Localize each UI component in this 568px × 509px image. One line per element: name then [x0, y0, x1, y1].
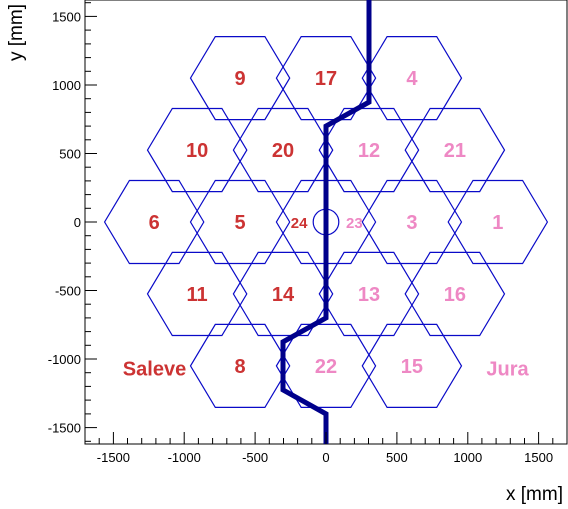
hexagon-label-9: 9	[235, 68, 246, 90]
hexagon-center	[275, 179, 377, 265]
hexagon-4	[361, 35, 463, 121]
y-tick-label: -500	[55, 284, 81, 299]
hexagon-17	[275, 35, 377, 121]
hexagon-16	[404, 251, 506, 337]
x-tick-label: -1000	[168, 450, 201, 465]
hexagon-13	[318, 251, 420, 337]
y-tick-label: 500	[59, 147, 81, 162]
hexagon-label-16: 16	[444, 284, 466, 306]
hexagon-1	[447, 179, 549, 265]
hexagon-label-5: 5	[235, 212, 246, 234]
y-tick-label: 1500	[52, 9, 81, 24]
hexagon-8	[189, 323, 291, 408]
y-tick-label: -1000	[48, 352, 81, 367]
hexagon-15	[361, 323, 463, 408]
hexagon-label-4: 4	[406, 68, 418, 90]
hexagon-22	[275, 323, 377, 408]
hexagon-11	[146, 251, 248, 337]
y-tick-label: 0	[74, 215, 81, 230]
hexagon-6	[103, 179, 205, 265]
region-label-jura: Jura	[486, 359, 529, 381]
hexagon-label-20: 20	[272, 140, 294, 162]
center-label-24: 24	[291, 215, 308, 232]
hexagon-5	[189, 179, 291, 265]
hexagon-20	[232, 107, 334, 193]
hexagon-label-21: 21	[444, 140, 466, 162]
hexagon-3	[361, 179, 463, 265]
hexagon-label-6: 6	[149, 212, 160, 234]
hexagon-label-14: 14	[272, 284, 295, 306]
hexagon-14	[232, 251, 334, 337]
y-axis-title: y [mm]	[6, 4, 27, 61]
x-tick-label: 500	[386, 450, 408, 465]
region-label-saleve: Saleve	[123, 359, 186, 381]
hexagon-label-11: 11	[187, 284, 208, 306]
x-tick-label: 1000	[453, 450, 482, 465]
hexagon-12	[318, 107, 420, 193]
hexagon-21	[404, 107, 506, 193]
center-label-23: 23	[346, 215, 363, 232]
hexagon-label-17: 17	[315, 68, 337, 90]
hexagon-10	[146, 107, 248, 193]
hexagon-label-3: 3	[406, 212, 417, 234]
x-tick-label: 1500	[524, 450, 553, 465]
x-tick-label: -1500	[97, 450, 130, 465]
y-tick-label: -1500	[48, 421, 81, 436]
hexagon-9	[189, 35, 291, 121]
hexagon-label-1: 1	[492, 212, 503, 234]
x-axis-title: x [mm]	[506, 484, 563, 505]
divider-layer	[280, 0, 372, 444]
divider-line	[280, 0, 372, 444]
axis-layer: -1500 -1000 -500 0 500 1000 1500-1500-1000-500…	[48, 2, 568, 465]
hexagon-label-22: 22	[315, 356, 337, 378]
y-tick-label: 1000	[52, 78, 81, 93]
hexagon-label-10: 10	[186, 140, 208, 162]
x-tick-label: -500	[242, 450, 268, 465]
hexagon-label-8: 8	[235, 356, 246, 378]
hexagon-label-15: 15	[401, 356, 423, 378]
hexagon-label-12: 12	[358, 140, 380, 162]
hexagon-label-13: 13	[358, 284, 380, 306]
hexagon-layer	[103, 35, 549, 408]
x-tick-label: 0	[322, 450, 329, 465]
